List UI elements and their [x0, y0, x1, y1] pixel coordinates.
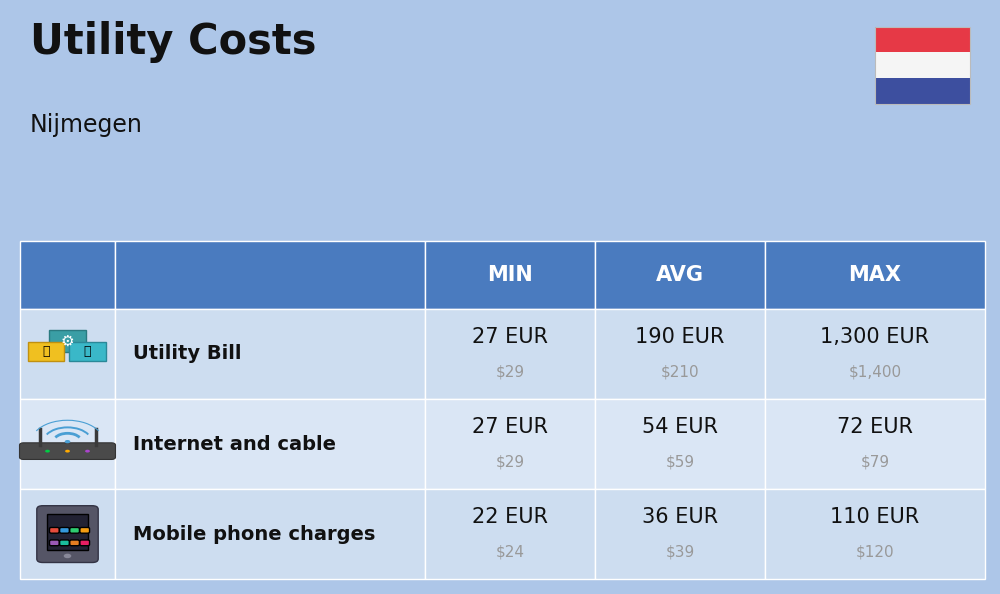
- FancyBboxPatch shape: [875, 78, 970, 104]
- FancyBboxPatch shape: [115, 241, 425, 309]
- Text: Utility Bill: Utility Bill: [133, 345, 242, 364]
- FancyBboxPatch shape: [115, 309, 425, 399]
- FancyBboxPatch shape: [60, 527, 69, 533]
- Text: $39: $39: [665, 545, 695, 560]
- FancyBboxPatch shape: [595, 309, 765, 399]
- FancyBboxPatch shape: [765, 309, 985, 399]
- Text: 54 EUR: 54 EUR: [642, 418, 718, 437]
- FancyBboxPatch shape: [875, 27, 970, 52]
- FancyBboxPatch shape: [80, 540, 90, 546]
- Text: 🚰: 🚰: [84, 345, 91, 358]
- FancyBboxPatch shape: [875, 52, 970, 78]
- Text: $29: $29: [495, 454, 525, 469]
- FancyBboxPatch shape: [70, 527, 79, 533]
- Text: $24: $24: [496, 545, 524, 560]
- FancyBboxPatch shape: [765, 399, 985, 489]
- Text: Utility Costs: Utility Costs: [30, 21, 316, 63]
- Text: MAX: MAX: [848, 265, 902, 285]
- FancyBboxPatch shape: [28, 342, 64, 361]
- Text: Mobile phone charges: Mobile phone charges: [133, 525, 375, 544]
- FancyBboxPatch shape: [425, 489, 595, 579]
- Text: $59: $59: [665, 454, 695, 469]
- Text: $79: $79: [860, 454, 890, 469]
- FancyBboxPatch shape: [20, 241, 115, 309]
- Text: 27 EUR: 27 EUR: [472, 418, 548, 437]
- Circle shape: [45, 450, 50, 453]
- Text: 72 EUR: 72 EUR: [837, 418, 913, 437]
- FancyBboxPatch shape: [20, 399, 115, 489]
- FancyBboxPatch shape: [595, 399, 765, 489]
- FancyBboxPatch shape: [425, 309, 595, 399]
- Text: 22 EUR: 22 EUR: [472, 507, 548, 527]
- FancyBboxPatch shape: [115, 399, 425, 489]
- FancyBboxPatch shape: [115, 489, 425, 579]
- FancyBboxPatch shape: [20, 309, 115, 399]
- FancyBboxPatch shape: [425, 399, 595, 489]
- FancyBboxPatch shape: [425, 241, 595, 309]
- FancyBboxPatch shape: [60, 540, 69, 546]
- Text: ⚙: ⚙: [61, 333, 74, 349]
- FancyBboxPatch shape: [765, 241, 985, 309]
- FancyBboxPatch shape: [595, 489, 765, 579]
- Text: $1,400: $1,400: [848, 364, 902, 379]
- Text: 1,300 EUR: 1,300 EUR: [820, 327, 930, 347]
- Circle shape: [85, 450, 90, 453]
- Text: 36 EUR: 36 EUR: [642, 507, 718, 527]
- Text: 110 EUR: 110 EUR: [830, 507, 920, 527]
- Text: 190 EUR: 190 EUR: [635, 327, 725, 347]
- Circle shape: [65, 440, 70, 443]
- Text: $29: $29: [495, 364, 525, 379]
- FancyBboxPatch shape: [49, 540, 59, 546]
- Text: $120: $120: [856, 545, 894, 560]
- FancyBboxPatch shape: [20, 489, 115, 579]
- Circle shape: [64, 554, 71, 558]
- Text: $210: $210: [661, 364, 699, 379]
- FancyBboxPatch shape: [80, 527, 90, 533]
- FancyBboxPatch shape: [69, 342, 106, 361]
- FancyBboxPatch shape: [49, 527, 59, 533]
- FancyBboxPatch shape: [765, 489, 985, 579]
- Text: AVG: AVG: [656, 265, 704, 285]
- Text: 🔌: 🔌: [42, 345, 49, 358]
- FancyBboxPatch shape: [20, 443, 116, 460]
- FancyBboxPatch shape: [47, 514, 88, 550]
- FancyBboxPatch shape: [70, 540, 79, 546]
- FancyBboxPatch shape: [49, 330, 86, 352]
- FancyBboxPatch shape: [37, 505, 98, 563]
- Text: MIN: MIN: [487, 265, 533, 285]
- FancyBboxPatch shape: [595, 241, 765, 309]
- Text: Internet and cable: Internet and cable: [133, 435, 336, 453]
- Text: Nijmegen: Nijmegen: [30, 113, 143, 137]
- Circle shape: [65, 450, 70, 453]
- Text: 27 EUR: 27 EUR: [472, 327, 548, 347]
